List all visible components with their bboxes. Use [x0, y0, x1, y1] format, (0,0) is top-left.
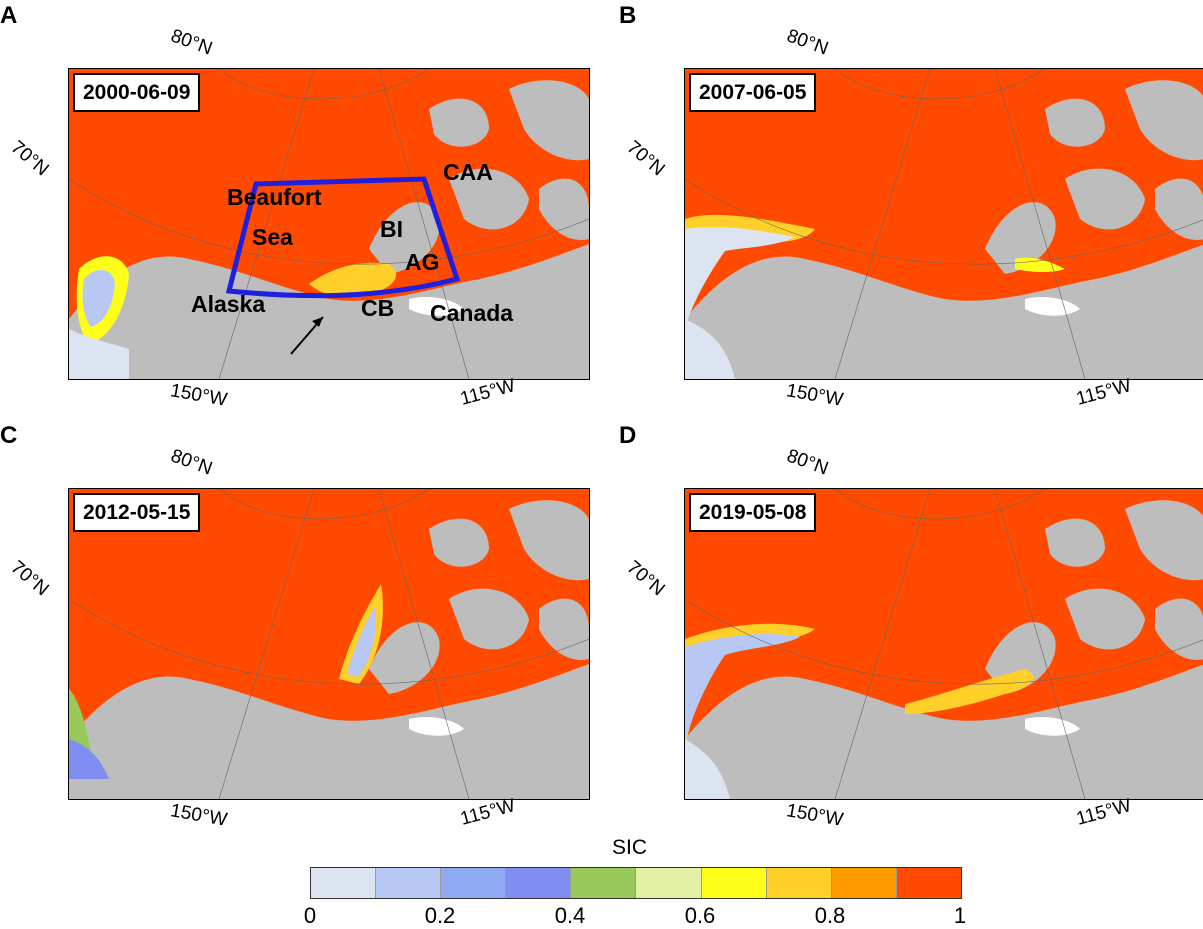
- lon-label-115w-a: 115°W: [458, 375, 518, 410]
- region-cb: CB: [361, 295, 395, 321]
- map-panel-a: 2000-06-09 Beaufort Sea CAA BI AG Alaska…: [68, 68, 590, 380]
- region-canada: Canada: [430, 300, 514, 326]
- lon-label-150w-a: 150°W: [168, 380, 229, 411]
- map-b-svg: [685, 69, 1203, 379]
- date-label-c: 2012-05-15: [73, 493, 201, 532]
- lon-label-115w-c: 115°W: [458, 795, 518, 830]
- region-alaska: Alaska: [191, 291, 266, 317]
- region-bi: BI: [380, 216, 403, 242]
- lat-label-80n-c: 80°N: [167, 445, 215, 480]
- date-label-a: 2000-06-09: [73, 73, 201, 112]
- map-d-svg: [685, 489, 1203, 799]
- lat-label-80n-d: 80°N: [783, 445, 831, 480]
- colorbar-bin-9: [896, 868, 961, 898]
- colorbar: [310, 867, 962, 899]
- colorbar-bin-7: [766, 868, 832, 898]
- colorbar-bin-2: [441, 868, 507, 898]
- panel-letter-c: C: [0, 422, 18, 449]
- map-a-svg: [69, 69, 589, 379]
- region-sea: Sea: [252, 224, 293, 250]
- region-beaufort: Beaufort: [227, 184, 322, 210]
- lon-label-115w-d: 115°W: [1074, 795, 1134, 830]
- colorbar-bin-5: [636, 868, 702, 898]
- colorbar-tick-5: 1: [953, 903, 967, 928]
- colorbar-title: SIC: [612, 836, 648, 859]
- lon-label-150w-c: 150°W: [168, 800, 229, 831]
- date-label-d: 2019-05-08: [689, 493, 817, 532]
- lat-label-80n-a: 80°N: [167, 25, 215, 60]
- colorbar-tick-2: 0.4: [554, 903, 586, 928]
- colorbar-tick-4: 0.8: [814, 903, 846, 928]
- colorbar-bin-1: [376, 868, 442, 898]
- lon-label-150w-b: 150°W: [784, 380, 845, 411]
- panel-letter-d: D: [619, 422, 637, 449]
- colorbar-bin-4: [571, 868, 637, 898]
- colorbar-bin-3: [506, 868, 572, 898]
- colorbar-bin-6: [701, 868, 767, 898]
- region-ag: AG: [405, 249, 440, 275]
- date-label-b: 2007-06-05: [689, 73, 817, 112]
- lon-label-115w-b: 115°W: [1074, 375, 1134, 410]
- lat-label-70n-a: 70°N: [6, 136, 53, 181]
- lat-label-80n-b: 80°N: [783, 25, 831, 60]
- colorbar-tick-3: 0.6: [684, 903, 716, 928]
- colorbar-tick-1: 0.2: [424, 903, 456, 928]
- lon-label-150w-d: 150°W: [784, 800, 845, 831]
- map-panel-b: 2007-06-05: [684, 68, 1203, 380]
- map-panel-c: 2012-05-15: [68, 488, 590, 800]
- lat-label-70n-c: 70°N: [6, 556, 53, 601]
- colorbar-bin-8: [831, 868, 897, 898]
- map-c-svg: [69, 489, 589, 799]
- colorbar-bin-0: [311, 868, 377, 898]
- colorbar-tick-0: 0: [303, 903, 317, 928]
- map-panel-d: 2019-05-08: [684, 488, 1203, 800]
- lat-label-70n-d: 70°N: [622, 556, 669, 601]
- region-caa: CAA: [443, 159, 493, 185]
- lat-label-70n-b: 70°N: [622, 136, 669, 181]
- panel-letter-a: A: [0, 2, 18, 29]
- panel-letter-b: B: [619, 2, 637, 29]
